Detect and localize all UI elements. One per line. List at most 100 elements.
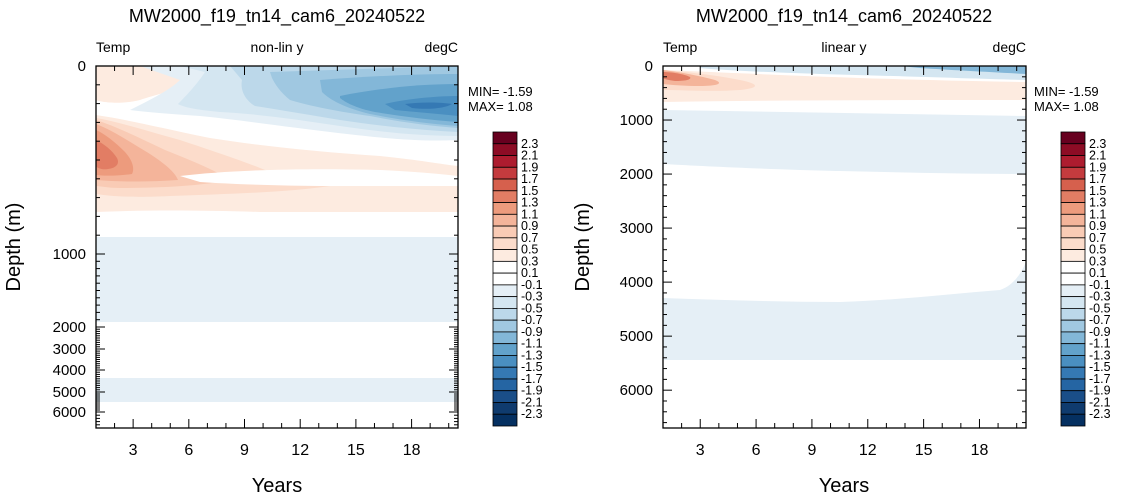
left-colorbar-swatch [492, 237, 518, 250]
right-colorbar-label: -1.9 [1089, 384, 1111, 398]
left-colorbar-label: -1.7 [521, 372, 543, 386]
left-y-tick-label: 4000 [53, 362, 86, 379]
left-colorbar-swatch [492, 143, 518, 156]
left-colorbar-label: -0.9 [521, 325, 543, 339]
right-x-tick-label: 3 [696, 442, 705, 459]
left-x-axis: 3 6 9 12 15 18 [95, 66, 450, 459]
right-colorbar-swatch [1060, 378, 1086, 392]
left-x-axis-label: Years [252, 475, 302, 497]
left-colorbar-swatch [492, 402, 518, 415]
left-colorbar-label: -1.3 [521, 348, 543, 362]
left-colorbar-label: -1.1 [521, 337, 543, 351]
right-colorbar-swatch [1060, 202, 1086, 215]
right-label-temp: Temp [663, 39, 697, 55]
right-colorbar-label: -0.1 [1089, 278, 1111, 292]
left-x-tick-label: 6 [184, 442, 193, 459]
right-y-tick-label: 2000 [620, 166, 653, 183]
left-contour-neutral-gap [180, 169, 458, 186]
left-colorbar-label: 0.9 [521, 219, 538, 233]
right-y-axis: 0 1000 2000 3000 4000 5000 6000 [620, 58, 1026, 424]
right-title: MW2000_f19_tn14_cam6_20240522 [696, 6, 992, 27]
left-colorbar-label: 2.3 [521, 137, 538, 151]
right-y-tick-label: 0 [645, 58, 653, 75]
right-colorbar-label: 0.1 [1089, 266, 1106, 280]
left-colorbar-label: -0.1 [521, 278, 543, 292]
left-contour-deep-cool-2 [96, 378, 458, 402]
left-contour-cool-min [405, 102, 452, 109]
left-colorbar: 2.32.11.91.71.51.31.10.90.70.50.30.1-0.1… [492, 131, 543, 427]
right-colorbar-swatch [1060, 249, 1086, 262]
right-colorbar-swatch [1060, 284, 1086, 298]
right-colorbar-swatch [1060, 225, 1086, 239]
left-x-tick-label: 18 [403, 442, 421, 459]
right-colorbar-label: 0.3 [1089, 254, 1106, 268]
right-colorbar-swatch [1060, 319, 1086, 333]
right-colorbar-swatch [1060, 155, 1086, 168]
right-colorbar-swatch [1060, 190, 1086, 203]
right-colorbar-swatch [1060, 131, 1086, 145]
right-colorbar-label: -2.3 [1089, 407, 1111, 421]
left-y-tick-label: 6000 [53, 404, 86, 421]
left-y-tick-label: 0 [78, 58, 86, 75]
right-x-axis-label: Years [819, 475, 869, 497]
left-colorbar-label: 0.5 [521, 243, 538, 257]
right-contour-deep-cool-2 [663, 262, 1026, 360]
left-colorbar-label: -0.5 [521, 301, 543, 315]
left-colorbar-label: -0.3 [521, 290, 543, 304]
left-x-tick-label: 15 [347, 442, 365, 459]
left-colorbar-label: -2.1 [521, 395, 543, 409]
right-colorbar-swatch [1060, 390, 1086, 403]
right-colorbar-swatch [1060, 296, 1086, 309]
left-y-axis-label: Depth (m) [3, 203, 25, 292]
right-colorbar-label: -0.5 [1089, 301, 1111, 315]
right-colorbar-label: -0.3 [1089, 290, 1111, 304]
left-y-tick-label: 5000 [53, 384, 86, 401]
right-colorbar-swatch [1060, 272, 1086, 286]
left-colorbar-swatch [492, 260, 518, 274]
right-colorbar-swatch [1060, 331, 1086, 345]
right-y-tick-label: 3000 [620, 220, 653, 237]
right-colorbar-swatch [1060, 413, 1086, 427]
left-colorbar-label: 1.5 [521, 184, 538, 198]
left-plot-frame [95, 65, 459, 429]
right-plot-area [663, 66, 1026, 428]
left-colorbar-swatch [492, 284, 518, 298]
right-colorbar-label: -2.1 [1089, 395, 1111, 409]
right-y-axis-label: Depth (m) [572, 203, 594, 292]
left-colorbar-swatch [492, 366, 518, 380]
right-colorbar-label: -1.3 [1089, 348, 1111, 362]
left-min-text: MIN= -1.59 [468, 84, 533, 99]
right-colorbar-label: 0.5 [1089, 243, 1106, 257]
right-colorbar-swatch [1060, 366, 1086, 380]
left-x-tick-label: 3 [129, 442, 138, 459]
right-colorbar-swatch [1060, 178, 1086, 192]
left-colorbar-label: 1.1 [521, 207, 538, 221]
right-min-text: MIN= -1.59 [1034, 84, 1099, 99]
right-colorbar-swatch [1060, 355, 1086, 368]
left-colorbar-label: -0.7 [521, 313, 543, 327]
left-colorbar-swatch [492, 355, 518, 368]
right-y-tick-label: 5000 [620, 328, 653, 345]
left-colorbar-swatch [492, 166, 518, 180]
right-colorbar-swatch [1060, 237, 1086, 250]
right-colorbar-label: 0.7 [1089, 231, 1106, 245]
right-colorbar-swatch [1060, 166, 1086, 180]
left-colorbar-swatch [492, 413, 518, 427]
right-label-units: degC [993, 39, 1026, 55]
left-colorbar-label: 1.9 [521, 160, 538, 174]
left-title: MW2000_f19_tn14_cam6_20240522 [129, 6, 425, 27]
right-colorbar-label: -1.1 [1089, 337, 1111, 351]
left-colorbar-swatch [492, 213, 518, 227]
left-label-units: degC [425, 39, 458, 55]
left-colorbar-swatch [492, 272, 518, 286]
left-label-temp: Temp [96, 39, 130, 55]
left-colorbar-label: -2.3 [521, 407, 543, 421]
left-colorbar-label: -1.9 [521, 384, 543, 398]
right-y-tick-label: 1000 [620, 112, 653, 129]
right-x-tick-label: 18 [971, 442, 989, 459]
left-plot-area [96, 66, 458, 428]
right-x-axis: 3 6 9 12 15 18 [662, 66, 1018, 459]
left-colorbar-label: 1.7 [521, 172, 538, 186]
left-y-tick-label: 2000 [53, 319, 86, 336]
